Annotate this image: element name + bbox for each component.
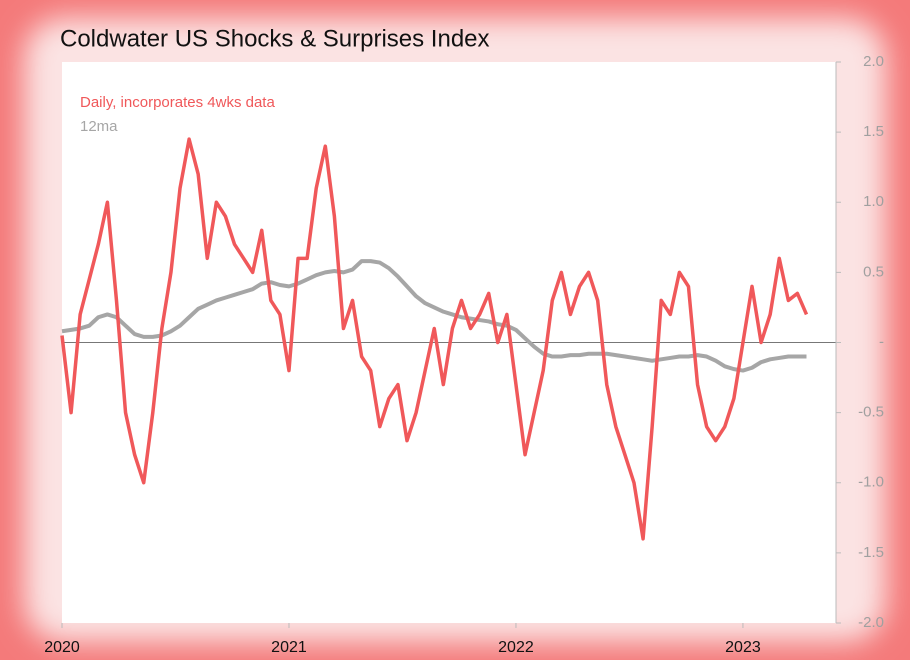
x-tick-label: 2022 xyxy=(498,639,534,656)
y-tick-label: 1.0 xyxy=(863,193,884,210)
y-tick-label: -1.5 xyxy=(858,544,884,561)
legend-label: 12ma xyxy=(80,118,118,135)
series-line xyxy=(61,259,807,373)
y-tick-label: - xyxy=(879,333,884,350)
y-tick-label: -1.0 xyxy=(858,474,884,491)
x-tick-label: 2023 xyxy=(725,639,761,656)
chart-title: Coldwater US Shocks & Surprises Index xyxy=(60,25,490,52)
y-tick-label: -2.0 xyxy=(858,614,884,631)
y-tick-label: -0.5 xyxy=(858,404,884,421)
y-tick-label: 2.0 xyxy=(863,53,884,70)
legend-label: Daily, incorporates 4wks data xyxy=(80,94,275,111)
y-tick-label: 1.5 xyxy=(863,123,884,140)
x-tick-label: 2021 xyxy=(271,639,307,656)
series-line xyxy=(60,137,809,541)
y-tick-label: 0.5 xyxy=(863,263,884,280)
x-tick-label: 2020 xyxy=(44,639,80,656)
